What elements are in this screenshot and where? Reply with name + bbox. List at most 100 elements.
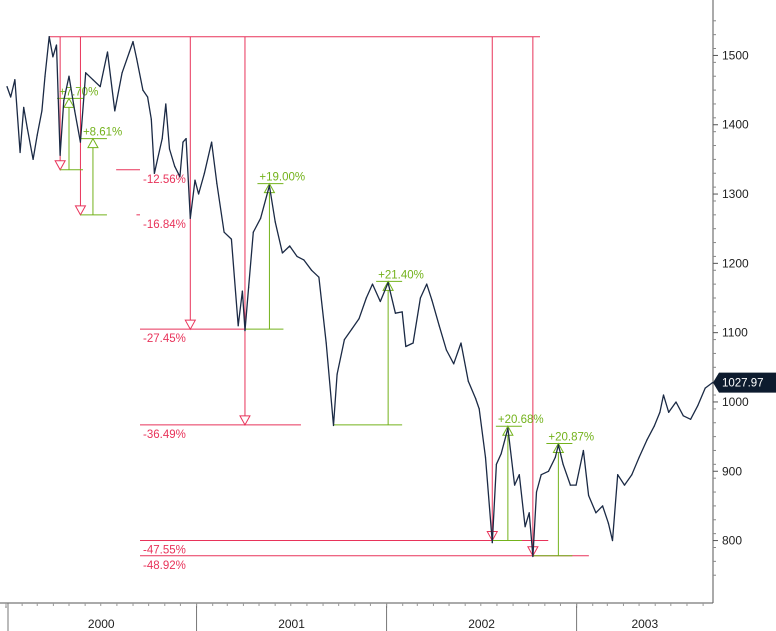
price-point xyxy=(156,158,159,160)
price-point xyxy=(405,345,407,348)
price-point xyxy=(412,342,414,344)
drawdown-arrow xyxy=(54,160,66,171)
rally-label: +7.70% xyxy=(59,86,98,98)
price-point xyxy=(230,238,233,240)
price-point xyxy=(48,36,50,38)
price-point xyxy=(595,512,597,514)
price-point xyxy=(223,231,225,233)
price-point xyxy=(114,110,116,112)
price-point xyxy=(19,151,21,154)
price-point xyxy=(371,283,374,285)
price-point xyxy=(174,165,176,167)
price-point xyxy=(52,56,54,58)
price-point xyxy=(194,179,196,181)
price-point xyxy=(147,96,149,98)
price-point xyxy=(668,411,670,413)
price-point xyxy=(185,138,187,140)
price-point xyxy=(296,255,298,258)
price-point xyxy=(662,394,665,396)
price-point xyxy=(682,415,684,417)
price-point xyxy=(587,494,590,497)
price-point xyxy=(675,401,677,403)
last-value-badge xyxy=(713,372,776,393)
price-point xyxy=(547,470,550,472)
price-point xyxy=(387,282,389,284)
rally-label: +19.00% xyxy=(259,172,305,184)
price-point xyxy=(535,491,538,493)
price-point xyxy=(198,193,200,195)
price-point xyxy=(237,325,239,327)
price-point xyxy=(259,217,262,219)
price-point xyxy=(602,505,604,507)
price-point xyxy=(554,456,556,458)
price-point xyxy=(203,172,205,174)
rally-label: +20.68% xyxy=(498,414,544,426)
price-point xyxy=(23,106,25,109)
price-point xyxy=(289,245,291,247)
drawdown-label: -47.55% xyxy=(143,545,186,557)
y-tick-label: 1200 xyxy=(722,256,749,270)
drawdown-arrow xyxy=(239,415,251,426)
price-point xyxy=(318,276,320,278)
price-point xyxy=(332,424,335,427)
y-tick-label: 1000 xyxy=(722,395,749,409)
price-point xyxy=(303,259,305,261)
x-year-label: 2003 xyxy=(631,617,658,631)
price-point xyxy=(582,449,584,452)
x-year-label: 2000 xyxy=(88,617,115,631)
price-point xyxy=(252,231,254,233)
price-point xyxy=(365,297,367,299)
price-point xyxy=(528,512,530,514)
rally-markers: +7.70% +8.61% +19.00% +21.40% +20.68% +20.87% xyxy=(56,86,594,557)
rally-label: +20.87% xyxy=(548,432,594,444)
price-point xyxy=(557,444,559,446)
y-tick-label: 800 xyxy=(722,534,742,548)
price-point xyxy=(518,474,520,476)
price-point xyxy=(431,299,433,301)
x-year-label: 2001 xyxy=(278,617,305,631)
price-point xyxy=(631,474,633,476)
rally-arrow xyxy=(63,97,75,108)
price-point xyxy=(617,474,619,476)
price-point xyxy=(36,134,38,136)
y-tick-label: 1300 xyxy=(722,187,749,201)
price-point xyxy=(343,338,346,341)
price-point xyxy=(6,86,8,88)
price-point xyxy=(281,252,284,254)
drawdown-label: -12.56% xyxy=(143,174,186,186)
price-point xyxy=(14,79,16,81)
x-axis-ticks: 2000 2001 2002 2003 xyxy=(5,603,704,631)
rally-arrow xyxy=(87,137,99,149)
price-point xyxy=(274,221,276,223)
price-point xyxy=(106,51,109,53)
axes xyxy=(0,0,714,604)
drawdown-arrow xyxy=(184,319,197,331)
price-point xyxy=(460,342,462,344)
price-point xyxy=(445,349,448,351)
price-point xyxy=(507,427,509,429)
price-point xyxy=(467,380,469,382)
price-point xyxy=(85,72,87,74)
price-point xyxy=(59,154,61,156)
drawdown-markers: -12.56% -16.84% -27.45% -36.49% -47.55% -48.9… xyxy=(54,36,589,572)
price-point xyxy=(711,381,714,384)
price-point xyxy=(44,75,46,77)
price-point xyxy=(540,474,542,476)
price-point xyxy=(132,40,134,43)
y-tick-label: 1100 xyxy=(722,326,748,340)
price-point xyxy=(532,555,534,558)
drawdown-arrow xyxy=(74,205,87,216)
price-point xyxy=(244,329,246,332)
price-point xyxy=(426,283,428,285)
drawdown-label: -16.84% xyxy=(143,219,186,231)
rally-arrow xyxy=(552,442,565,454)
price-point xyxy=(79,141,82,143)
price-point xyxy=(168,148,171,150)
drawdown-label: -48.92% xyxy=(143,560,186,572)
price-point xyxy=(638,456,640,458)
price-point xyxy=(41,110,43,112)
price-point xyxy=(607,522,609,524)
price-point xyxy=(562,463,564,465)
price-point xyxy=(136,58,138,60)
